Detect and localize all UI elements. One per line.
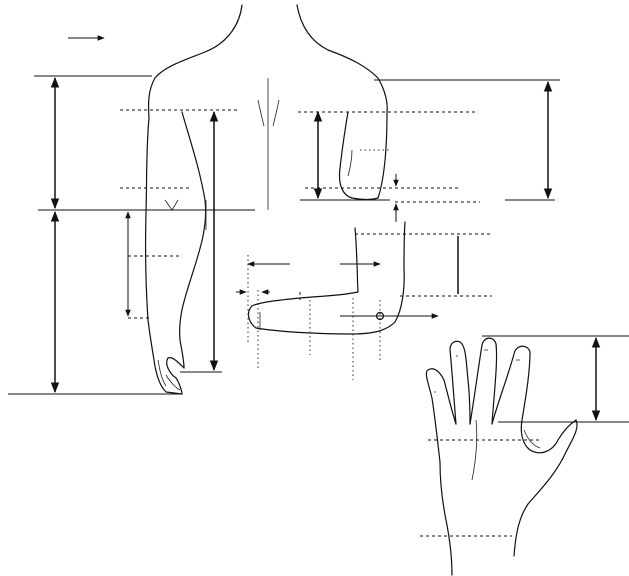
dimension-arrows [50, 76, 601, 422]
dashed-guides [120, 109, 540, 537]
elbow-pivot-marker [375, 311, 385, 321]
upper-arm-view [338, 111, 388, 201]
reference-lines [8, 75, 629, 423]
torso-outline [147, 4, 388, 210]
hand-palm-view [425, 337, 578, 576]
forearm-flexed-view [247, 221, 406, 335]
arm-side-view [145, 111, 207, 395]
dotted-guides [247, 149, 390, 380]
